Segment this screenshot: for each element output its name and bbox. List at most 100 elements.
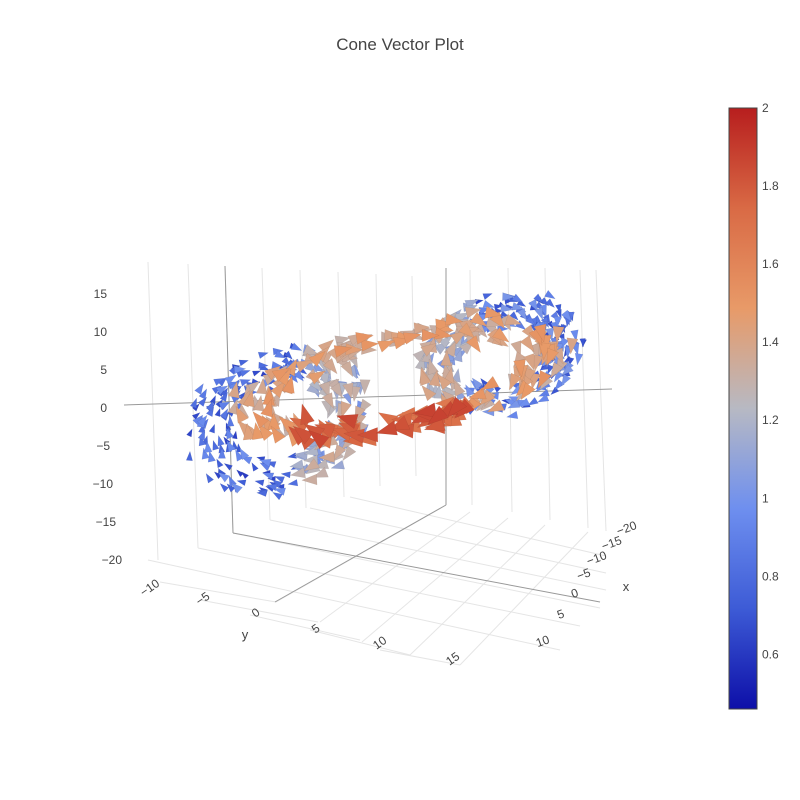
cone-mark <box>359 379 371 396</box>
cone-mark <box>528 298 539 312</box>
x-tick-label: 5 <box>555 606 566 622</box>
cone-mark <box>295 360 313 373</box>
cone-mark <box>550 361 564 379</box>
cone-mark <box>553 315 563 329</box>
cone-mark <box>335 414 359 429</box>
cone-mark <box>511 301 525 311</box>
cone-mark <box>226 440 236 453</box>
cone-mark <box>205 400 214 412</box>
cone-mark <box>377 340 396 353</box>
cone-mark <box>257 351 269 359</box>
cone-mark <box>292 425 314 445</box>
colorbar-tick-label: 1.8 <box>762 179 779 193</box>
cone-mark <box>270 380 286 399</box>
cone-mark <box>235 449 245 462</box>
cone-mark <box>236 469 245 478</box>
cone-mark <box>230 482 243 494</box>
z-tick-label: 10 <box>94 325 108 339</box>
cone-mark <box>321 392 334 410</box>
cone-mark <box>289 459 305 470</box>
cone-mark <box>261 472 275 481</box>
cone-mark <box>281 356 292 367</box>
cone-mark <box>319 381 331 398</box>
cone-field <box>185 289 588 501</box>
cone-mark <box>306 382 321 395</box>
cone-mark <box>422 329 440 342</box>
cone-mark <box>552 325 565 344</box>
cone-mark <box>191 412 201 421</box>
cone-mark <box>233 365 247 375</box>
cone-mark <box>239 379 252 387</box>
colorbar-tick-label: 1 <box>762 491 769 505</box>
cone-mark <box>484 305 503 319</box>
cone-mark <box>307 370 327 385</box>
z-tick-label: −5 <box>96 439 110 453</box>
cone-mark <box>207 450 216 463</box>
cone-mark <box>420 342 438 357</box>
cone-mark <box>226 415 235 427</box>
z-axis-ticks: 15 10 5 0 −5 −10 −15 −20 <box>93 287 123 567</box>
cone-mark <box>235 405 249 424</box>
cone-mark <box>308 350 326 368</box>
cone-mark <box>224 374 237 385</box>
cone-mark <box>440 349 452 367</box>
cone-mark <box>286 452 297 459</box>
cone-mark <box>465 335 481 354</box>
cone-mark <box>492 327 510 343</box>
cone-mark <box>579 338 586 348</box>
cone-mark <box>256 489 267 497</box>
cone-mark <box>216 458 224 469</box>
cone-mark <box>500 303 514 313</box>
cone-mark <box>566 337 579 355</box>
cone-mark <box>185 450 193 461</box>
cone-mark <box>402 332 422 345</box>
y-tick-label: 5 <box>309 621 323 636</box>
cone-mark <box>223 463 233 471</box>
cone-mark <box>217 447 226 459</box>
colorbar-tick-label: 2 <box>762 101 769 115</box>
cone-mark <box>272 491 283 501</box>
cone-mark <box>194 382 204 395</box>
cone-mark <box>414 354 426 371</box>
cone-mark <box>242 422 256 441</box>
cone-mark <box>340 360 354 378</box>
cone-mark <box>538 342 552 361</box>
cone-mark <box>482 299 496 309</box>
cone-mark <box>213 471 223 480</box>
cone-mark <box>214 407 221 418</box>
y-tick-label: −5 <box>193 589 213 609</box>
z-tick-label: 0 <box>100 401 107 415</box>
cone-mark <box>375 420 398 436</box>
cone-mark <box>550 386 560 396</box>
cone-mark <box>509 311 519 321</box>
cone-mark <box>574 352 584 366</box>
cone-mark <box>227 398 239 416</box>
cone-mark <box>251 461 259 472</box>
cone-mark <box>349 385 362 403</box>
cone-mark <box>508 372 522 391</box>
cone-mark <box>227 381 240 399</box>
colorbar[interactable]: 2 1.8 1.6 1.4 1.2 1 0.8 0.6 <box>728 101 779 710</box>
x-axis-title: x <box>623 579 630 594</box>
cone-mark <box>538 303 547 317</box>
cone-mark <box>546 347 560 367</box>
cone-mark <box>502 292 515 302</box>
cone-mark <box>252 394 265 412</box>
cone-mark <box>434 326 453 340</box>
cone-mark <box>354 405 366 423</box>
x-tick-label: −15 <box>600 533 624 553</box>
cone-mark <box>433 383 444 399</box>
cone-mark <box>516 307 527 321</box>
cone-mark <box>260 398 273 418</box>
cone-mark <box>290 342 303 351</box>
x-tick-label: −10 <box>585 548 609 568</box>
cone-mark <box>519 334 535 353</box>
z-tick-label: 15 <box>94 287 108 301</box>
cone-mark <box>458 322 476 339</box>
cone-mark <box>312 466 329 478</box>
cone-mark <box>453 379 466 397</box>
